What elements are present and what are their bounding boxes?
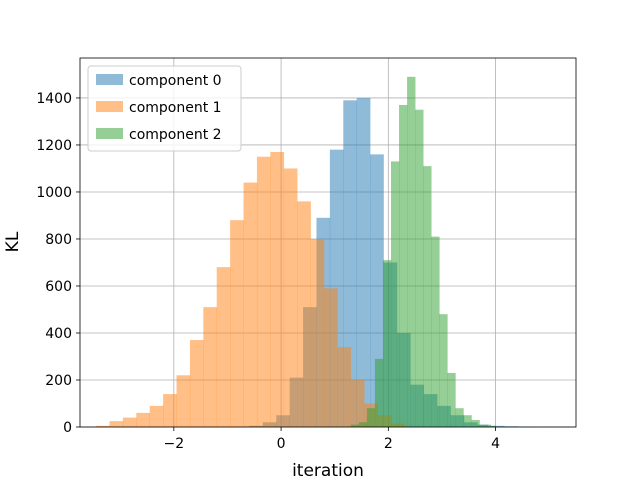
legend-label: component 0 <box>129 73 222 89</box>
histogram-bar <box>487 425 496 427</box>
histogram-bar <box>490 425 505 427</box>
axis-ticks: −2 0 2 4 0 200 400 600 800 1000 1200 1400 <box>36 91 500 452</box>
histogram-bar <box>439 314 448 427</box>
histogram-bar <box>176 375 191 427</box>
y-tick-label: 200 <box>45 373 72 389</box>
histogram-bar <box>343 100 357 428</box>
histogram-bar <box>391 161 400 428</box>
histogram-bar <box>423 166 432 427</box>
legend-swatch <box>96 128 123 139</box>
y-tick-label: 0 <box>63 420 72 436</box>
x-tick-label: 4 <box>491 436 500 452</box>
histogram-bar <box>337 347 352 427</box>
histogram-bar <box>455 408 464 427</box>
legend-swatch <box>96 74 123 85</box>
histogram-bar <box>356 97 371 427</box>
histogram-bar <box>216 267 231 427</box>
series-1-bars <box>96 152 405 427</box>
x-axis-label: iteration <box>292 461 364 480</box>
histogram-bar <box>447 372 456 427</box>
y-tick-label: 600 <box>45 279 72 295</box>
legend-label: component 1 <box>129 100 222 116</box>
histogram-bar <box>374 358 384 427</box>
histogram-bar <box>189 340 204 427</box>
histogram-bar <box>109 421 124 427</box>
legend: component 0 component 1 component 2 <box>87 65 242 152</box>
histogram-bar <box>270 152 285 427</box>
histogram-bar <box>163 394 177 427</box>
histogram-bar <box>136 412 151 427</box>
series-2-bars <box>350 76 496 428</box>
x-tick-label: −2 <box>164 436 185 452</box>
legend-box <box>87 65 242 152</box>
histogram-bar <box>471 419 480 427</box>
histogram-bar <box>96 425 110 427</box>
y-axis-label: KL <box>3 231 23 252</box>
legend-swatch <box>96 101 123 112</box>
histogram-bar <box>366 408 376 427</box>
histogram-bar <box>350 424 360 427</box>
y-tick-label: 1200 <box>36 138 72 154</box>
x-tick-label: 0 <box>277 436 286 452</box>
histogram-bar <box>256 156 271 427</box>
histogram-bar <box>203 307 218 427</box>
y-tick-label: 800 <box>45 232 72 248</box>
legend-label: component 2 <box>129 127 222 143</box>
histogram-bars <box>96 76 559 428</box>
histogram-bar <box>243 182 258 427</box>
histogram-bar <box>350 379 365 427</box>
histogram-bar <box>382 260 392 427</box>
y-tick-label: 1000 <box>36 185 72 201</box>
plot-frame <box>79 57 577 428</box>
histogram-bar <box>310 238 325 427</box>
histogram-bar <box>463 415 472 427</box>
x-tick-label: 2 <box>384 436 393 452</box>
histogram-bar <box>323 288 338 427</box>
histogram-bar <box>407 76 416 427</box>
histogram-bar <box>358 422 368 427</box>
histogram-bar <box>297 201 311 427</box>
histogram-bar <box>431 236 440 427</box>
histogram-bar <box>230 220 244 427</box>
histogram-bar <box>149 405 164 427</box>
histogram-bar <box>399 105 408 427</box>
histogram-bar <box>479 424 488 427</box>
y-tick-label: 400 <box>45 326 72 342</box>
histogram-bar <box>283 168 298 427</box>
histogram-bar <box>415 109 424 428</box>
y-tick-label: 1400 <box>36 91 72 107</box>
histogram-bar <box>122 417 137 427</box>
